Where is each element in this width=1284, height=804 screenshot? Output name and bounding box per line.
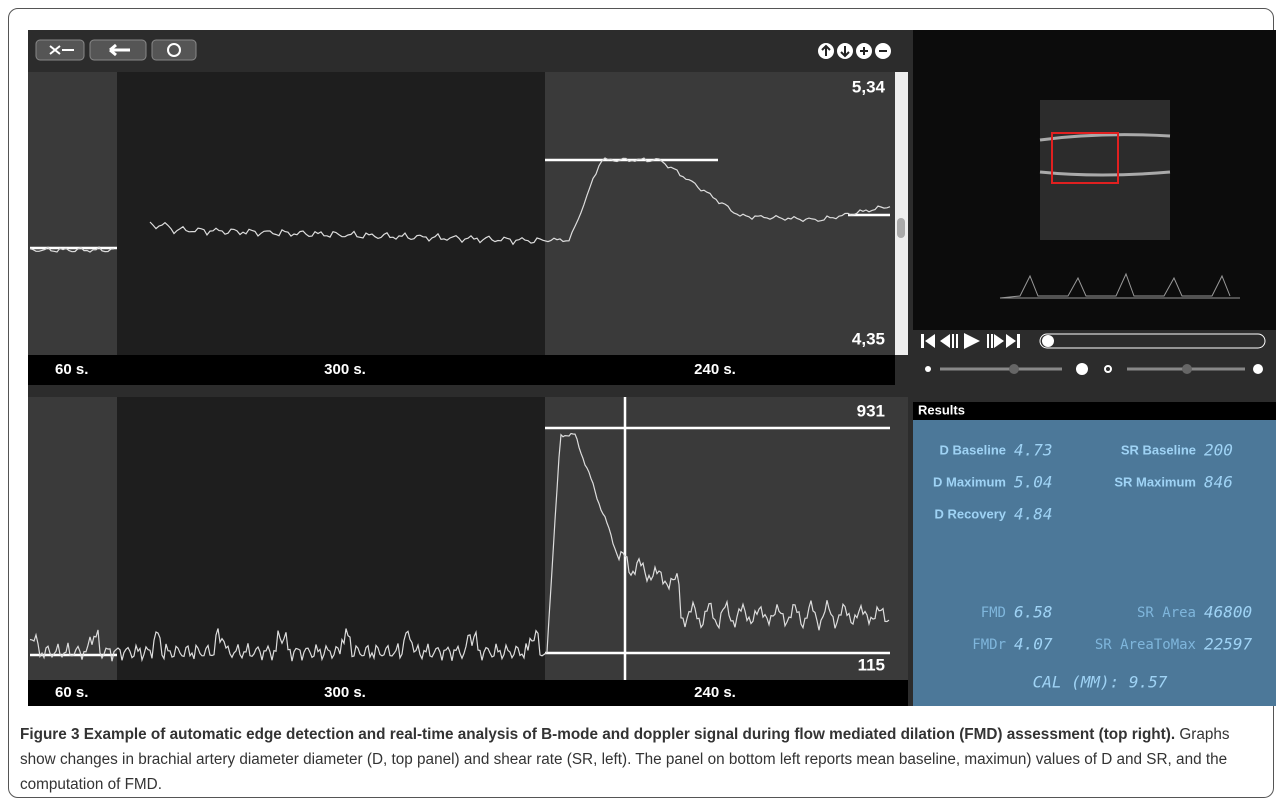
panel-segment [117,72,545,355]
panel-segment [28,72,117,355]
result-label: SR Maximum [1114,474,1196,489]
reference-lines [30,397,890,680]
result-value: 4.73 [1014,441,1053,460]
roi-box [1051,132,1119,184]
screenshot: 5,34 4,35 60 s. 300 s. 240 s. 931 115 60… [28,30,1276,706]
panel-segment [117,397,545,680]
scroll-thumb [897,218,905,238]
result-value: 200 [1204,441,1233,460]
max-label: 931 [857,401,885,420]
result-value: 22597 [1204,635,1253,654]
result-label: FMDr [972,637,1006,653]
result-label: D Baseline [940,442,1006,457]
toolbar [35,39,891,61]
scrollbar [895,72,908,355]
results-title: Results [918,402,965,417]
segment-label: 240 s. [694,361,736,378]
doppler-waveform [999,272,1240,299]
calibration: CAL (MM): 9.57 [1033,673,1168,692]
result-value: 46800 [1204,603,1252,622]
results-header [913,402,1276,420]
b-mode-region [1040,100,1170,240]
shear-rate-trace [29,432,890,663]
result-label: SR Baseline [1121,442,1196,457]
result-label: D Recovery [934,506,1006,521]
time-bar [28,355,895,385]
segment-label: 300 s. [324,361,366,378]
caption-text: Graphs show changes in brachial artery d… [20,726,1230,793]
result-label: SR AreaToMax [1095,637,1196,653]
max-label: 5,34 [852,77,886,96]
panel-segment [545,72,895,355]
segment-label: 60 s. [55,361,88,378]
result-label: SR Area [1137,605,1196,621]
result-value: 4.07 [1014,635,1053,654]
caption: Figure 3 Example of automatic edge detec… [20,722,1265,797]
result-value: 4.84 [1014,505,1053,524]
player-controls [921,333,1266,375]
figure-number: Figure 3 [20,726,80,743]
segment-label: 240 s. [694,684,736,701]
result-value: 846 [1204,473,1233,492]
result-label: D Maximum [933,474,1006,489]
reference-lines [30,158,890,250]
results-panel [913,420,1276,706]
segment-label: 60 s. [55,684,88,701]
caption-title: Example of automatic edge detection and … [83,726,1176,743]
time-bar [28,680,908,706]
result-value: 5.04 [1014,473,1053,492]
panel-segment [545,397,908,680]
result-label: FMD [981,605,1006,621]
diameter-trace [29,157,891,253]
min-label: 115 [858,655,885,674]
result-value: 6.58 [1014,603,1053,622]
vessel-walls [1039,133,1171,177]
min-label: 4,35 [852,329,885,348]
segment-label: 300 s. [324,684,366,701]
panel-segment [28,397,117,680]
